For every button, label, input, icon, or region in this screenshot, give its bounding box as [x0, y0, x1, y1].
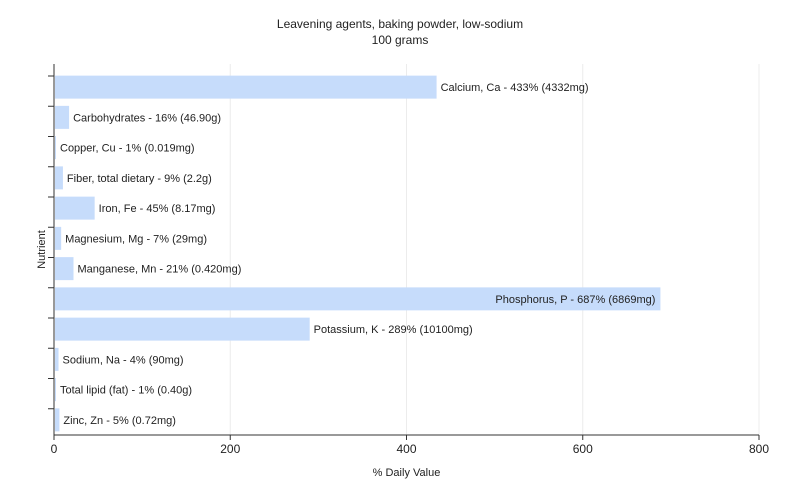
bar	[55, 317, 310, 341]
x-tick-label: 0	[51, 442, 58, 456]
bar-label: Carbohydrates - 16% (46.90g)	[73, 112, 221, 124]
bar	[55, 287, 661, 311]
y-axis-title: Nutrient	[36, 230, 48, 269]
bar-label: Copper, Cu - 1% (0.019mg)	[60, 143, 195, 155]
bar	[55, 196, 95, 220]
bar-labels: Calcium, Ca - 433% (4332mg) Carbohydrates…	[60, 82, 655, 427]
bar	[55, 408, 60, 432]
x-tick-label: 400	[396, 442, 416, 456]
chart-title-block: Leavening agents, baking powder, low-sod…	[0, 16, 800, 48]
x-axis-title: % Daily Value	[373, 467, 441, 479]
bar	[55, 166, 63, 190]
bar	[55, 226, 62, 250]
x-tick-label: 800	[749, 442, 769, 456]
bar	[55, 105, 70, 129]
bar-label: Calcium, Ca - 433% (4332mg)	[441, 82, 589, 94]
x-tick-label: 200	[220, 442, 240, 456]
bar-label: Fiber, total dietary - 9% (2.2g)	[67, 173, 212, 185]
chart-subtitle: 100 grams	[371, 33, 429, 47]
chart-title: Leavening agents, baking powder, low-sod…	[276, 17, 524, 31]
x-tick-label: 600	[573, 442, 593, 456]
bar	[55, 75, 437, 99]
bar-label: Manganese, Mn - 21% (0.420mg)	[78, 264, 242, 276]
bar-label: Zinc, Zn - 5% (0.72mg)	[63, 415, 175, 427]
bar	[55, 378, 56, 402]
bar	[55, 257, 74, 281]
bar	[55, 347, 59, 371]
bar-label: Sodium, Na - 4% (90mg)	[63, 354, 184, 366]
bar	[55, 136, 56, 160]
bars	[55, 75, 661, 432]
x-ticks: 0 200 400 600 800	[48, 75, 769, 456]
grid-lines	[229, 64, 760, 435]
bar-label: Iron, Fe - 45% (8.17mg)	[99, 203, 216, 215]
bar-label: Total lipid (fat) - 1% (0.40g)	[60, 385, 192, 397]
bar-label: Potassium, K - 289% (10100mg)	[314, 324, 473, 336]
bar-label: Magnesium, Mg - 7% (29mg)	[65, 233, 207, 245]
bar-label: Phosphorus, P - 687% (6869mg)	[495, 294, 655, 306]
